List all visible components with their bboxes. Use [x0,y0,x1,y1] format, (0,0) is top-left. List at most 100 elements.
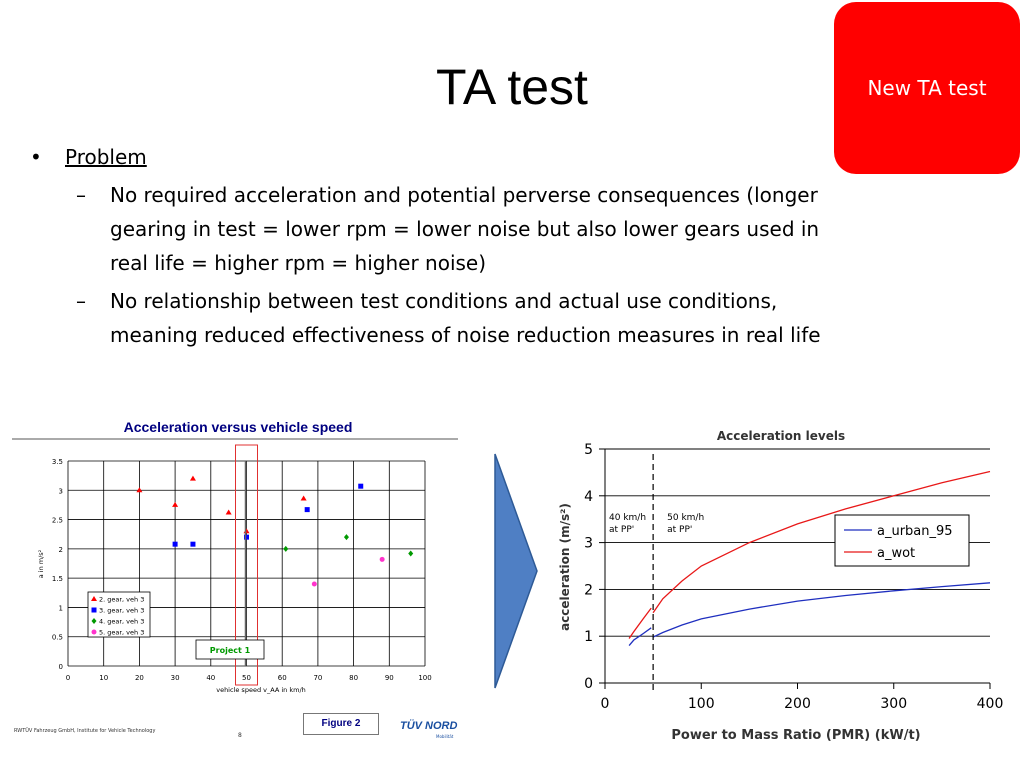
y-tick-label: 0 [59,663,63,671]
data-point [190,541,196,547]
x-tick-label: 80 [349,674,358,682]
x-tick-label: 0 [66,674,70,682]
series-line-a_urban_95 [652,582,991,638]
data-point [379,556,385,562]
x-tick-label: 40 [206,674,215,682]
chart-ticks: 0 1 2 3 4 5 0 100 200 300 400 [584,442,1003,712]
y-tick-label: 1.5 [52,575,63,583]
x-tick-label: 200 [784,696,811,712]
project-label: Project 1 [210,646,251,655]
y-tick-label: 4 [584,489,593,505]
footer-page-number: 8 [238,732,242,739]
subbullet-1-line-2: gearing in test = lower rpm = lower nois… [110,217,820,241]
series-line-a_urban_95 [628,627,652,647]
data-point [358,483,364,489]
y-tick-label: 2 [584,582,593,598]
x-axis-label: Power to Mass Ratio (PMR) (kW/t) [671,728,920,743]
new-ta-test-badge[interactable]: New TA test [834,2,1020,174]
chart-title: Acceleration versus vehicle speed [124,419,353,435]
data-point [343,534,349,541]
y-tick-label: 0 [584,676,593,692]
legend-marker [91,607,97,613]
acceleration-vs-speed-chart: Acceleration versus vehicle speed 0 10 20 3… [12,419,458,694]
annotation-50kmh: 50 km/h [667,513,704,523]
y-tick-label: 0.5 [52,634,63,642]
subbullet-2: – No relationship between test condition… [22,284,942,352]
bullet-list: • Problem – No required acceleration and… [22,140,942,352]
chart-legend: 2. gear, veh 3 3. gear, veh 3 4. gear, veh… [87,591,151,638]
legend-label: 5. gear, veh 3 [99,629,144,637]
data-point [172,501,179,507]
series-line-a_wot [628,607,652,639]
x-tick-label: 70 [313,674,322,682]
y-tick-label: 2 [59,546,63,554]
arrow-shape [494,453,538,689]
subbullet-2-line-2: meaning reduced effectiveness of noise r… [110,323,821,347]
data-point [304,507,310,513]
chart-ticks: 0 10 20 30 40 50 60 70 80 90 100 0 0.5 1 1.5 2 2.5 3 3.5 [52,458,432,682]
data-point [189,475,196,481]
slide-title: TA test [436,59,588,115]
x-tick-label: 60 [278,674,287,682]
x-tick-label: 30 [171,674,180,682]
legend-box [834,514,970,567]
data-point [225,509,232,515]
chart-title: Acceleration levels [717,429,845,443]
data-point [244,534,249,540]
chart-legend: a_urban_95 a_wot [834,514,970,567]
footer-source: RWTÜV Fahrzeug GmbH, Institute for Vehic… [14,728,156,734]
data-point [283,545,289,552]
legend-label: a_urban_95 [877,524,953,539]
x-tick-label: 100 [688,696,715,712]
chart-points [136,475,414,587]
data-point [408,550,414,557]
subbullet-2-line-1: No relationship between test conditions … [110,289,778,313]
y-tick-label: 3.5 [52,458,63,466]
figure-label: Figure 2 [303,713,379,735]
legend-marker [91,596,97,601]
annotation-40kmh-sub: at PP' [609,525,634,535]
annotation-40kmh: 40 km/h [609,513,646,523]
x-tick-label: 300 [880,696,907,712]
x-tick-label: 20 [135,674,144,682]
highlight-box [235,444,258,686]
chart-lines [628,470,991,647]
subbullet-1-line-3: real life = higher rpm = higher noise) [110,251,487,275]
bullet-text: Problem [65,145,147,169]
subbullet-1: – No required acceleration and potential… [22,178,942,280]
chart-annotations: 40 km/h at PP' 50 km/h at PP' [609,454,704,691]
dash-icon: – [76,183,86,207]
bullet-dot-icon: • [30,145,42,169]
y-tick-label: 1 [59,604,63,612]
legend-marker [91,618,97,624]
data-point [243,528,250,534]
data-point [300,495,307,501]
tuv-nord-logo-sub: Mobilität [436,734,454,739]
tuv-nord-logo: TÜV NORD [400,720,458,732]
bullet-problem: • Problem [22,140,942,174]
legend-label: 3. gear, veh 3 [99,607,144,615]
legend-marker [91,629,97,635]
series-line-a_wot [652,470,991,614]
chart-annotations: Project 1 [195,444,265,686]
y-axis-label: a in m/s² [37,549,45,578]
data-point [172,541,178,547]
subbullet-1-line-1: No required acceleration and potential p… [110,183,818,207]
y-tick-label: 2.5 [52,517,63,525]
y-axis-label: acceleration (m/s²) [558,503,572,631]
right-arrow-icon [494,453,538,689]
y-tick-label: 1 [584,629,593,645]
x-tick-label: 400 [977,696,1004,712]
x-tick-label: 100 [418,674,431,682]
x-tick-label: 90 [385,674,394,682]
x-tick-label: 10 [99,674,108,682]
data-point [136,487,143,493]
dash-icon: – [76,289,86,313]
chart-grid [67,460,426,667]
x-tick-label: 50 [242,674,251,682]
y-tick-label: 3 [59,487,63,495]
y-tick-label: 3 [584,536,593,552]
legend-box [87,591,151,638]
annotation-50kmh-sub: at PP' [667,525,692,535]
